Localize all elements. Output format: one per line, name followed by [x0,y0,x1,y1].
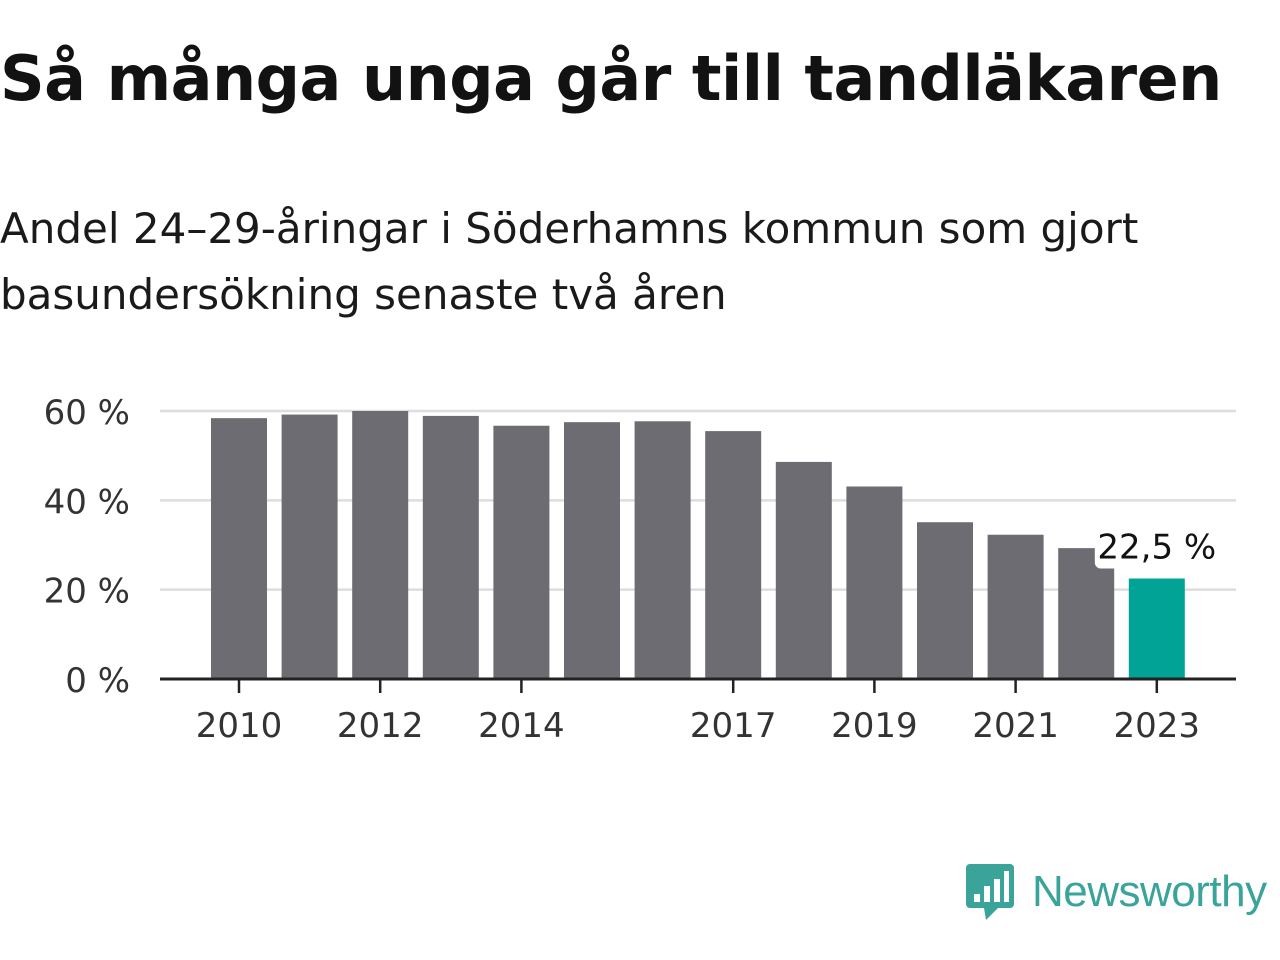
x-tick-label: 2021 [972,706,1059,746]
x-tick-label: 2014 [478,706,565,746]
bar [775,461,832,679]
bars [211,411,1185,679]
data-label-background [1094,524,1219,569]
y-tick-label: 40 % [44,482,130,522]
labels: 0 % 20 % 40 % 60 % 2010 2012 2014 2017 2019 2021 2… [44,393,1219,746]
bar [352,411,409,679]
bar-chart-speech-bubble-icon [966,864,1014,920]
x-tick-label: 2023 [1114,706,1201,746]
bar [634,421,691,679]
y-tick-label: 0 % [65,661,130,701]
bar [211,418,267,679]
bar [281,414,338,679]
bar-chart: 0 % 20 % 40 % 60 % 2010 2012 2014 2017 2019 2021 2… [44,393,1236,746]
bar [846,486,903,679]
x-tick-label: 2010 [196,706,283,746]
data-label: 22,5 % [1097,528,1216,568]
bar [493,425,550,679]
x-tick-label: 2017 [690,706,777,746]
y-tick-label: 60 % [44,393,130,433]
chart-subtitle: Andel 24–29-åringar i Söderhamns kommun … [0,204,1139,319]
brand-name: Newsworthy [1032,867,1267,916]
bar [422,415,479,679]
bar [705,431,762,679]
y-tick-label: 20 % [44,572,130,612]
chart-title: Så många unga går till tandläkaren [0,42,1222,115]
bar [987,534,1044,679]
newsworthy-logo: Newsworthy [964,862,1267,922]
bar [1058,548,1115,679]
bar [1128,578,1185,679]
axes [160,677,1236,693]
gridlines [160,409,1236,591]
x-tick-label: 2019 [831,706,918,746]
bar [917,522,973,679]
bar [564,422,620,679]
x-tick-label: 2012 [337,706,424,746]
